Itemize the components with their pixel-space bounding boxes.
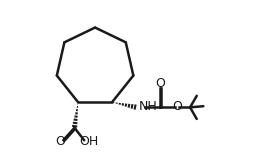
Text: NH: NH: [138, 100, 157, 113]
Text: O: O: [156, 77, 166, 91]
Text: O: O: [172, 100, 182, 113]
Text: O: O: [55, 135, 65, 147]
Text: OH: OH: [80, 135, 99, 148]
